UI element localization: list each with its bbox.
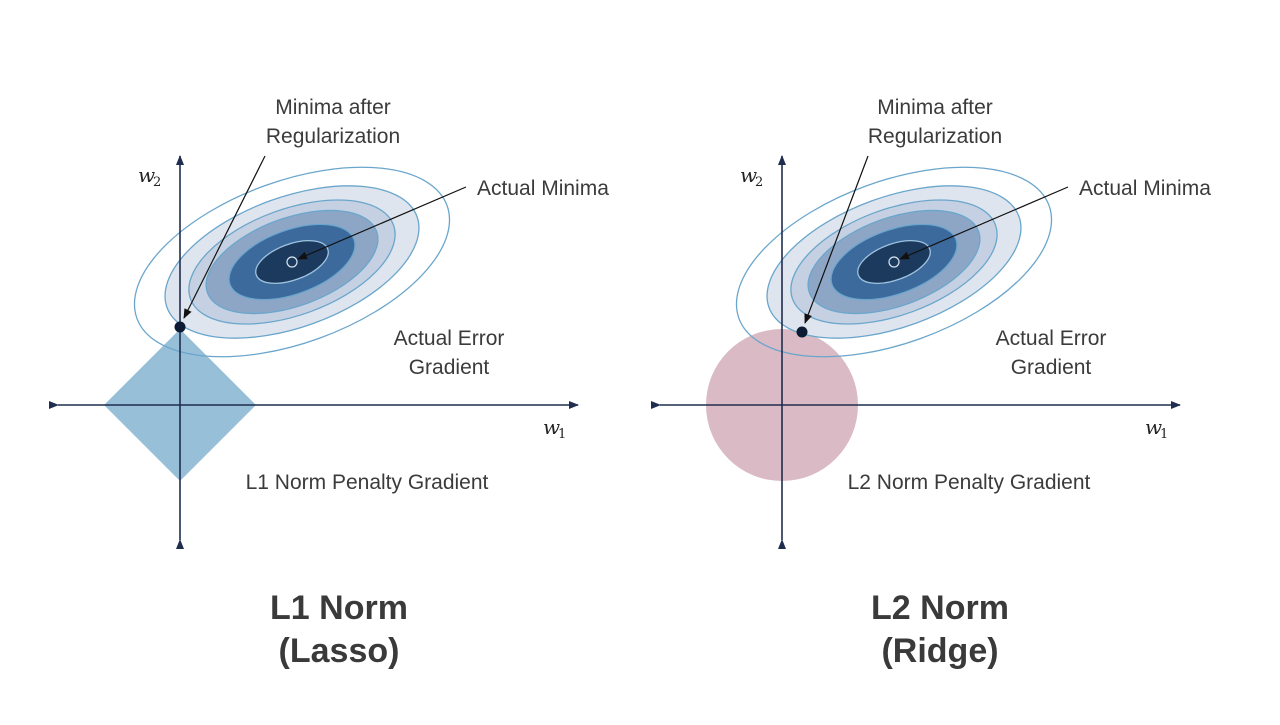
l1-pointer-actual-minima	[297, 186, 467, 260]
l2-regularization-label: Regularization	[868, 125, 1002, 148]
svg-text:w: w	[138, 163, 155, 187]
l1-actual-error-label: Actual Error	[394, 327, 505, 350]
l1-w1-axis-label: w 1	[543, 415, 566, 442]
l1-w2-axis-label: w 2	[138, 163, 161, 190]
l2-panel: Minima after Regularization Actual Minim…	[651, 96, 1211, 670]
l2-subtitle: (Ridge)	[881, 632, 998, 670]
l1-subtitle: (Lasso)	[279, 632, 400, 670]
svg-text:1: 1	[558, 427, 566, 442]
l2-w1-axis-label: w 1	[1145, 415, 1168, 442]
l1-gradient-label: Gradient	[409, 356, 490, 379]
svg-text:1: 1	[1160, 427, 1168, 442]
svg-text:w: w	[740, 163, 757, 187]
l2-regularized-minima-point	[796, 326, 808, 338]
l2-pointer-actual-minima	[899, 186, 1069, 260]
l2-actual-error-label: Actual Error	[996, 327, 1107, 350]
l2-actual-minima-point	[888, 256, 900, 268]
l1-regularized-minima-point	[174, 321, 186, 333]
l1-panel: Minima after Regularization Actual Minim…	[49, 96, 609, 670]
svg-text:2: 2	[755, 175, 763, 190]
svg-text:w: w	[1145, 415, 1162, 439]
l1-pointer-regularization	[183, 155, 266, 319]
l1-minima-after-label: Minima after	[275, 96, 391, 119]
svg-text:2: 2	[153, 175, 161, 190]
l2-gradient-label: Gradient	[1011, 356, 1092, 379]
l1-penalty-label: L1 Norm Penalty Gradient	[246, 471, 489, 494]
l2-actual-minima-label: Actual Minima	[1079, 177, 1211, 200]
l2-title: L2 Norm	[871, 589, 1009, 627]
l1-regularization-label: Regularization	[266, 125, 400, 148]
l1-actual-minima-label: Actual Minima	[477, 177, 609, 200]
l2-w2-axis-label: w 2	[740, 163, 763, 190]
l1-actual-minima-point	[286, 256, 298, 268]
svg-text:w: w	[543, 415, 560, 439]
l2-penalty-label: L2 Norm Penalty Gradient	[848, 471, 1091, 494]
l1-title: L1 Norm	[270, 589, 408, 627]
l2-pointer-regularization	[804, 155, 869, 324]
l2-minima-after-label: Minima after	[877, 96, 993, 119]
